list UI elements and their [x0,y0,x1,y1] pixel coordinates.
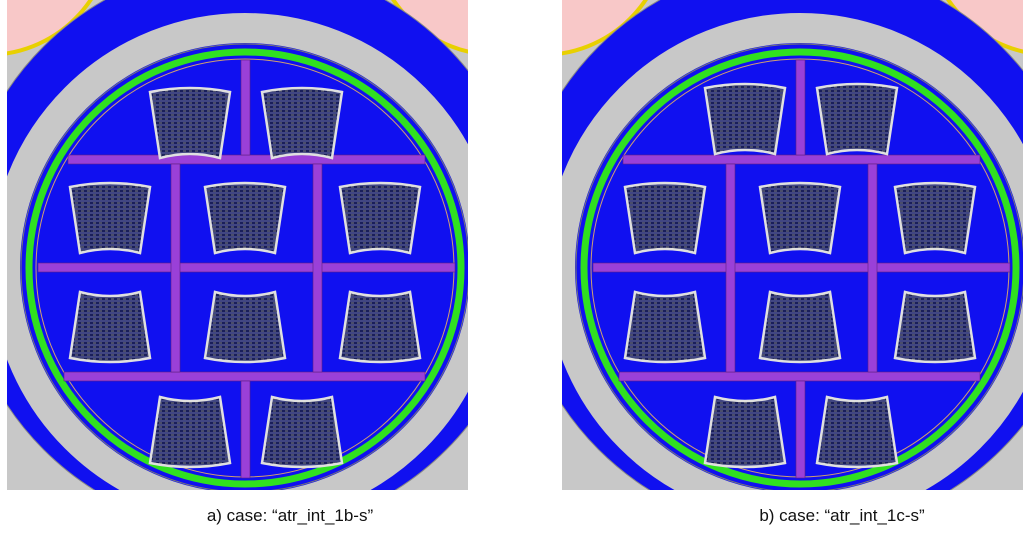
fuel-element [150,397,230,467]
grid-bar [593,263,1010,272]
fuel-element [205,292,285,362]
grid-bar [619,372,980,381]
fuel-element [705,397,785,467]
grid-bar [868,164,877,372]
grid-bar [796,381,805,478]
grid-bar [64,372,425,381]
grid-bar [313,164,322,372]
fuel-element [817,397,897,467]
fuel-element [70,183,150,253]
grid-bar [38,263,455,272]
fuel-element [760,183,840,253]
grid-bar [726,164,735,372]
fuel-element [625,292,705,362]
fuel-element [150,88,230,158]
fuel-element [817,84,897,154]
grid-bar [241,381,250,478]
grid-bar [623,155,980,164]
caption: b) case: “atr_int_1c-s” [642,506,1029,526]
figure: a) case: “atr_int_1b-s” b) case: “atr_in… [0,0,1029,550]
fuel-element [205,183,285,253]
fuel-element [760,292,840,362]
fuel-element [895,292,975,362]
fuel-element [625,183,705,253]
grid-bar [241,60,250,155]
fuel-element [705,84,785,154]
fuel-element [340,183,420,253]
fuel-element [262,88,342,158]
fuel-element [262,397,342,467]
grid-bar [171,164,180,372]
fuel-element [340,292,420,362]
grid-bar [796,60,805,155]
caption: a) case: “atr_int_1b-s” [90,506,490,526]
grid-bar [68,155,425,164]
fuel-element [895,183,975,253]
fuel-element [70,292,150,362]
figure-panels [0,0,1029,495]
